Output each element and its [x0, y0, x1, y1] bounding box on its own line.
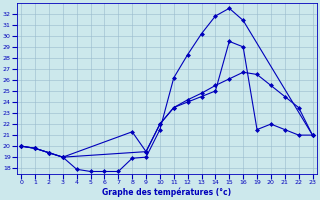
X-axis label: Graphe des températures (°c): Graphe des températures (°c) — [102, 188, 231, 197]
